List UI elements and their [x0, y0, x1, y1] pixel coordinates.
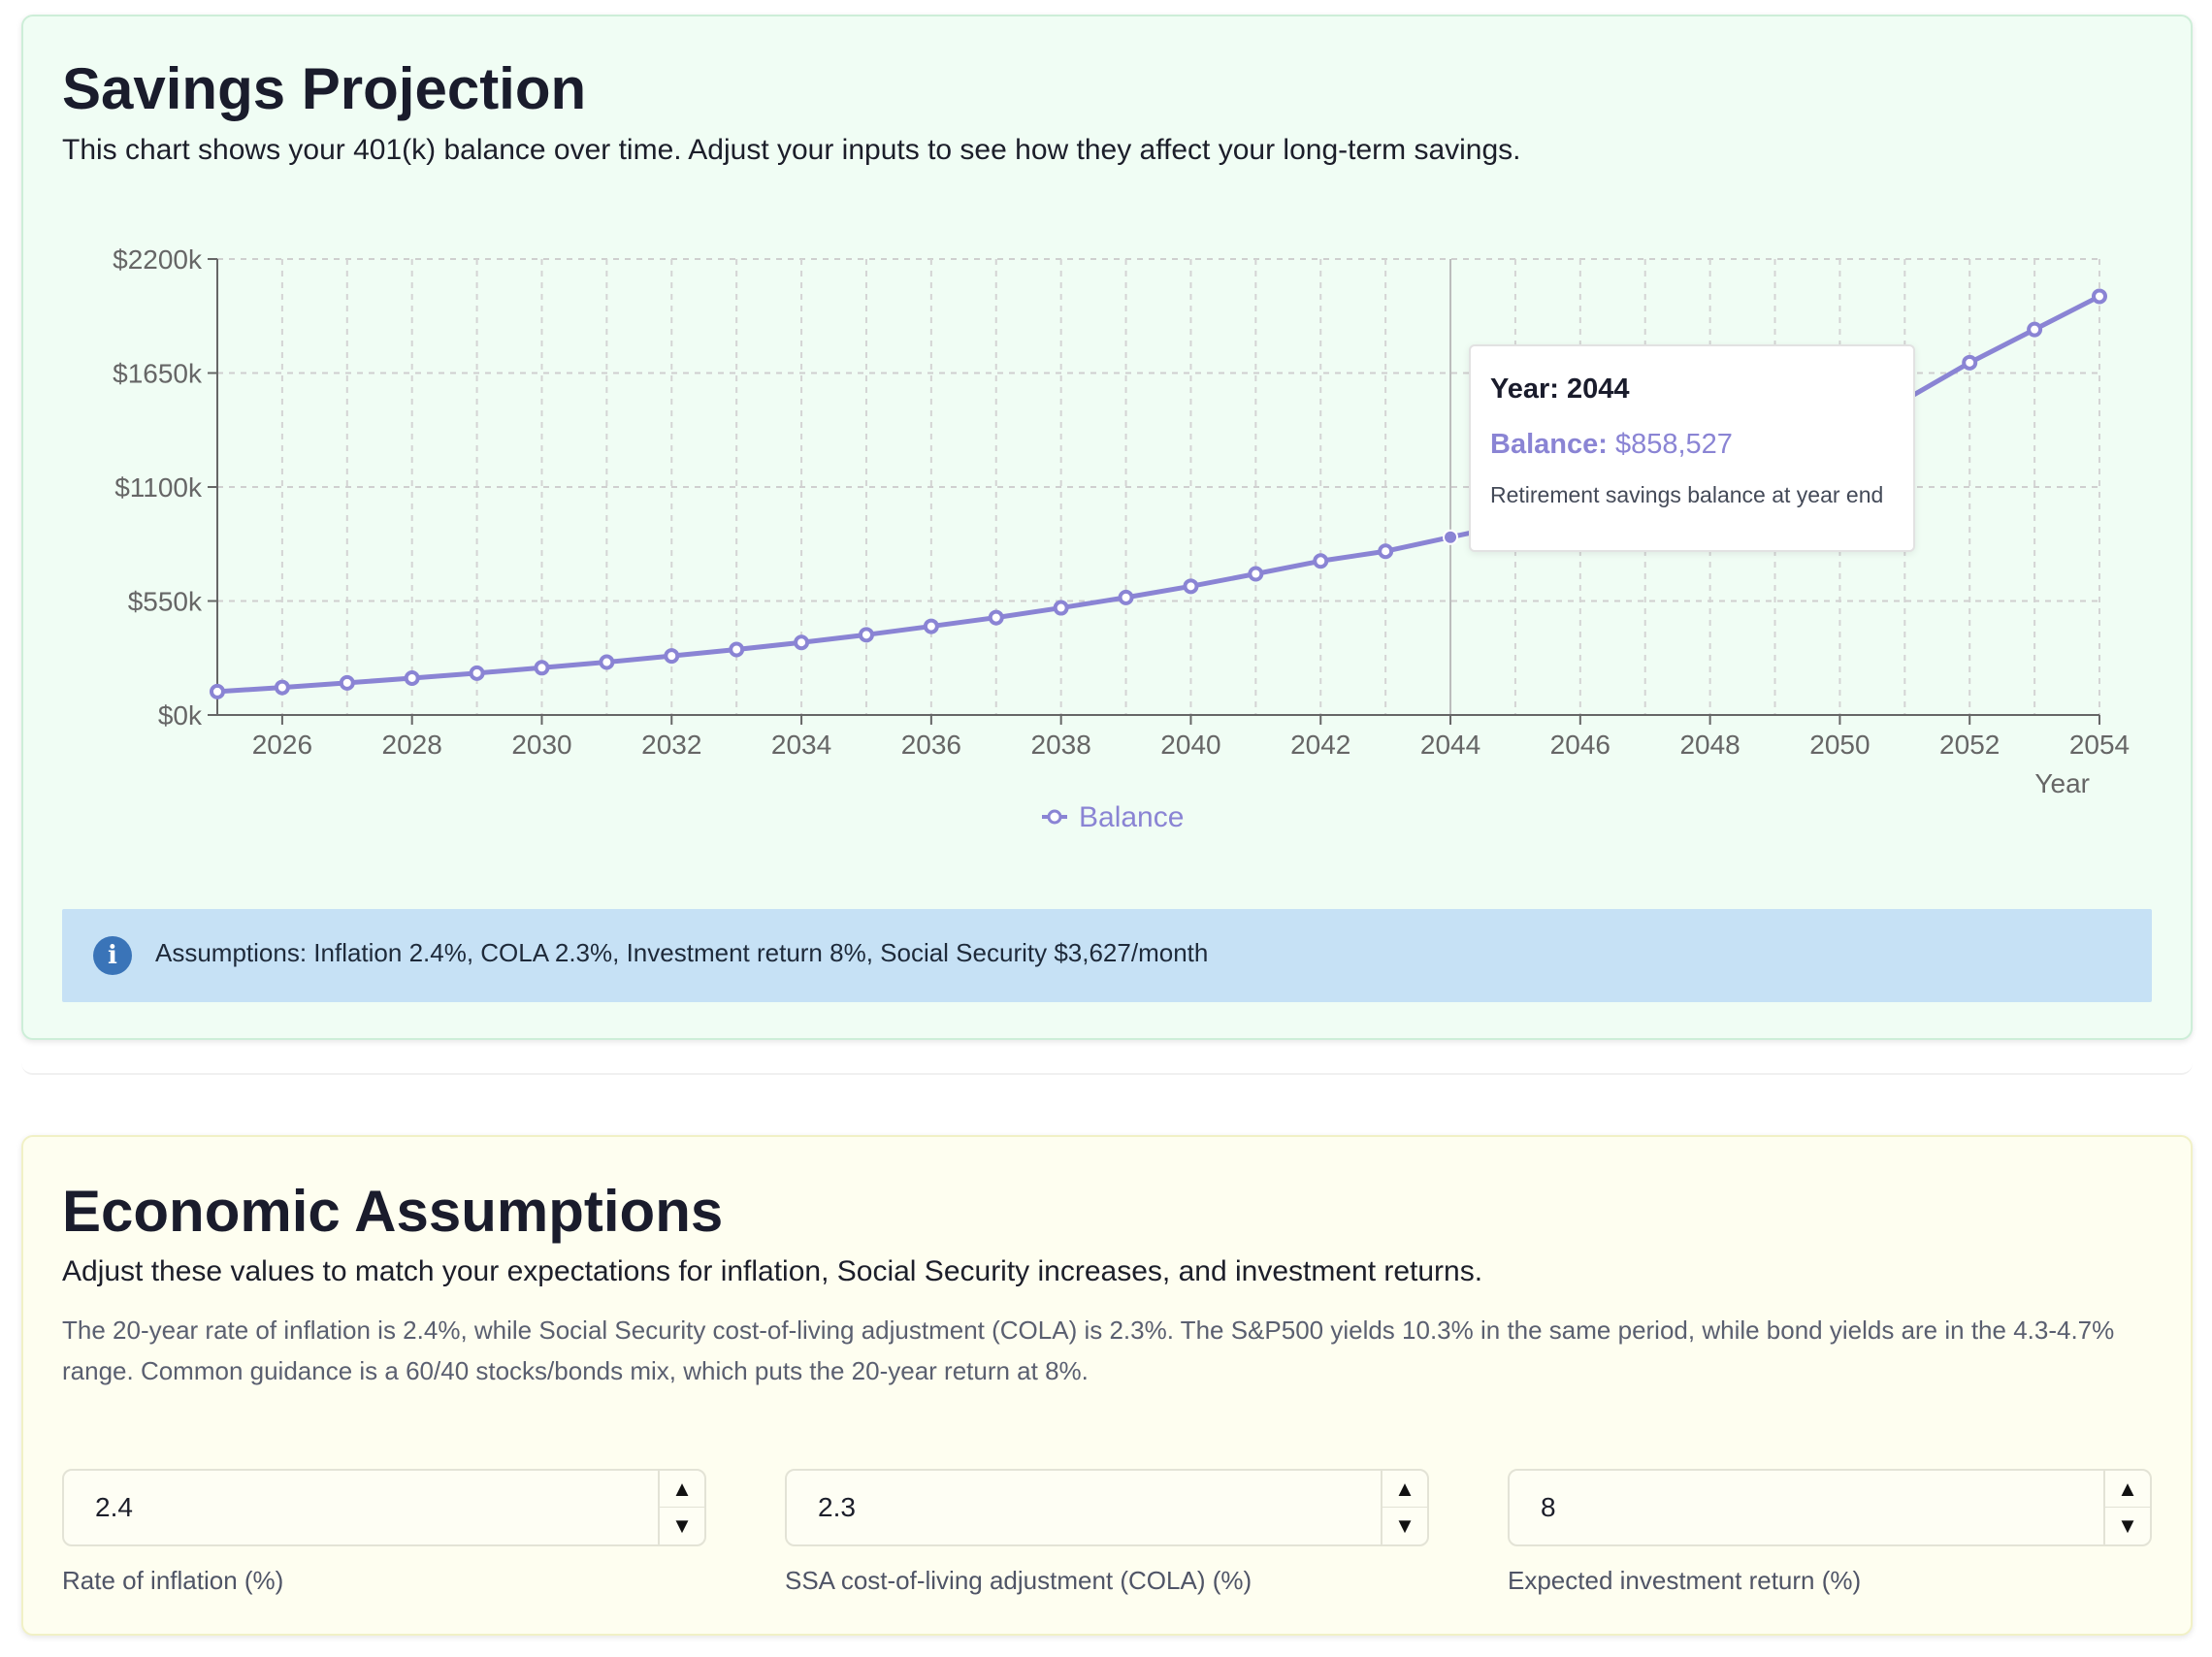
balance-chart[interactable]: $0k $550k $1100k $1650k $2200k 2026 2028 2030 20…	[23, 16, 2193, 890]
x-tick-label: 2026	[252, 730, 312, 760]
x-tick-label: 2040	[1160, 730, 1220, 760]
inflation-decrement-button[interactable]: ▼	[671, 1513, 693, 1538]
y-tick-label: $1650k	[113, 359, 203, 389]
x-tick-label: 2042	[1290, 730, 1350, 760]
balance-point	[858, 627, 874, 643]
cola-value[interactable]: 2.3	[818, 1492, 856, 1522]
economic-assumptions-description: The 20-year rate of inflation is 2.4%, w…	[62, 1316, 2115, 1385]
balance-point	[1248, 566, 1264, 582]
legend-label: Balance	[1079, 801, 1184, 833]
balance-point	[1053, 600, 1069, 616]
chart-grid	[217, 258, 2100, 715]
x-tick-label: 2050	[1809, 730, 1870, 760]
balance-point	[2027, 321, 2043, 338]
chart-legend: Balance	[1042, 801, 1184, 833]
cola-stepper: ▲ ▼	[1381, 1471, 1427, 1544]
x-tick-label: 2034	[771, 730, 831, 760]
x-tick-label: 2044	[1420, 730, 1480, 760]
economic-assumptions-title: Economic Assumptions	[62, 1179, 724, 1244]
x-tick-label: 2052	[1939, 730, 2000, 760]
assumptions-info-banner: i Assumptions: Inflation 2.4%, COLA 2.3%…	[62, 909, 2152, 1002]
investment-return-decrement-button[interactable]: ▼	[2117, 1513, 2138, 1538]
y-tick-label: $1100k	[114, 472, 203, 503]
tooltip-balance-label: Balance:	[1490, 429, 1608, 460]
balance-point	[729, 641, 745, 658]
investment-return-input[interactable]: 8 ▲ ▼	[1508, 1469, 2152, 1546]
cola-increment-button[interactable]: ▲	[1382, 1471, 1427, 1508]
balance-point	[794, 634, 810, 651]
tooltip-note: Retirement savings balance at year end	[1490, 482, 1884, 507]
balance-point	[923, 618, 939, 634]
balance-point	[469, 665, 485, 681]
economic-assumptions-subtitle: Adjust these values to match your expect…	[62, 1255, 1483, 1287]
x-tick-label: 2030	[511, 730, 571, 760]
y-tick-label: $0k	[158, 700, 203, 731]
legend-swatch-marker	[1047, 809, 1062, 825]
assumptions-text: Assumptions: Inflation 2.4%, COLA 2.3%, …	[155, 938, 1209, 967]
tooltip-balance: Balance: $858,527	[1490, 429, 1894, 461]
cola-decrement-button[interactable]: ▼	[1394, 1513, 1415, 1538]
investment-return-stepper: ▲ ▼	[2103, 1471, 2150, 1544]
y-tick-label: $550k	[128, 587, 203, 617]
balance-point	[1118, 589, 1134, 605]
inflation-rate-label: Rate of inflation (%)	[62, 1566, 284, 1595]
savings-projection-card: Savings Projection This chart shows your…	[21, 15, 2193, 1040]
x-tick-label: 2048	[1679, 730, 1740, 760]
inflation-rate-stepper: ▲ ▼	[658, 1471, 704, 1544]
x-axis-label: Year	[2034, 768, 2090, 798]
balance-point	[210, 683, 225, 699]
card-divider	[21, 1046, 2193, 1075]
balance-point	[2092, 288, 2107, 305]
balance-point	[404, 669, 420, 686]
balance-point	[1378, 543, 1394, 560]
savings-projection-subtitle: This chart shows your 401(k) balance ove…	[62, 134, 1521, 166]
x-tick-label: 2032	[641, 730, 701, 760]
cola-label: SSA cost-of-living adjustment (COLA) (%)	[785, 1566, 1252, 1595]
investment-return-increment-button[interactable]: ▲	[2105, 1471, 2150, 1508]
inflation-rate-value[interactable]: 2.4	[95, 1492, 133, 1522]
x-tick-label: 2046	[1550, 730, 1610, 760]
y-tick-label: $2200k	[113, 244, 203, 275]
x-tick-label: 2028	[382, 730, 442, 760]
balance-point	[339, 674, 355, 691]
balance-point	[1183, 578, 1199, 595]
inflation-rate-input[interactable]: 2.4 ▲ ▼	[62, 1469, 706, 1546]
balance-point	[599, 654, 615, 670]
balance-point	[1962, 354, 1978, 371]
balance-point	[1313, 553, 1329, 569]
balance-point-active	[1443, 529, 1459, 545]
investment-return-label: Expected investment return (%)	[1508, 1566, 1862, 1595]
balance-point	[664, 648, 680, 665]
balance-point	[274, 679, 290, 696]
investment-return-value[interactable]: 8	[1541, 1492, 1556, 1522]
chart-tooltip: Year: 2044 Balance: $858,527 Retirement …	[1469, 344, 1915, 552]
info-icon: i	[93, 936, 132, 975]
x-tick-label: 2054	[2069, 730, 2130, 760]
economic-assumptions-card: Economic Assumptions Adjust these values…	[21, 1135, 2193, 1636]
inflation-increment-button[interactable]: ▲	[660, 1471, 704, 1508]
balance-point	[988, 609, 1004, 626]
tooltip-year: Year: 2044	[1490, 374, 1630, 405]
x-tick-label: 2038	[1031, 730, 1091, 760]
x-tick-label: 2036	[901, 730, 961, 760]
balance-point	[534, 660, 550, 676]
savings-projection-title: Savings Projection	[62, 56, 587, 121]
chart-axes: $0k $550k $1100k $1650k $2200k 2026 2028 2030 20…	[113, 244, 2130, 798]
tooltip-balance-value: $858,527	[1614, 429, 1733, 460]
cola-input[interactable]: 2.3 ▲ ▼	[785, 1469, 1429, 1546]
